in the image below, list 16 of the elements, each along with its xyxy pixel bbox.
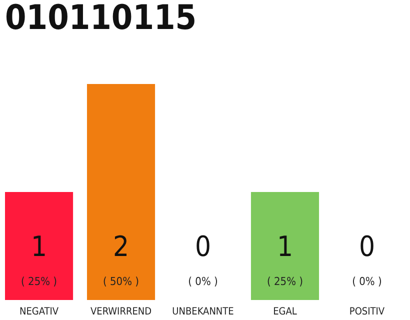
data-label: 0 <box>194 230 212 263</box>
data-label: 1 <box>31 230 48 263</box>
x-tick-label: NEGATIV <box>19 306 60 318</box>
annotation: ( 0% ) <box>352 275 382 288</box>
x-tick-label: VERWIRREND <box>90 306 152 318</box>
data-label: 2 <box>112 230 130 263</box>
x-tick-label: UNBEKANNTE <box>172 306 234 318</box>
annotation: ( 50% ) <box>103 275 140 288</box>
chart-title: 010110115 <box>5 0 197 38</box>
x-tick-label: EGAL <box>273 306 297 318</box>
annotation: ( 25% ) <box>266 275 304 288</box>
x-tick-label: POSITIV <box>349 306 386 318</box>
data-label: 0 <box>358 230 375 263</box>
annotation: ( 25% ) <box>21 275 58 288</box>
data-label: 1 <box>276 230 294 263</box>
annotation: ( 0% ) <box>188 275 218 288</box>
